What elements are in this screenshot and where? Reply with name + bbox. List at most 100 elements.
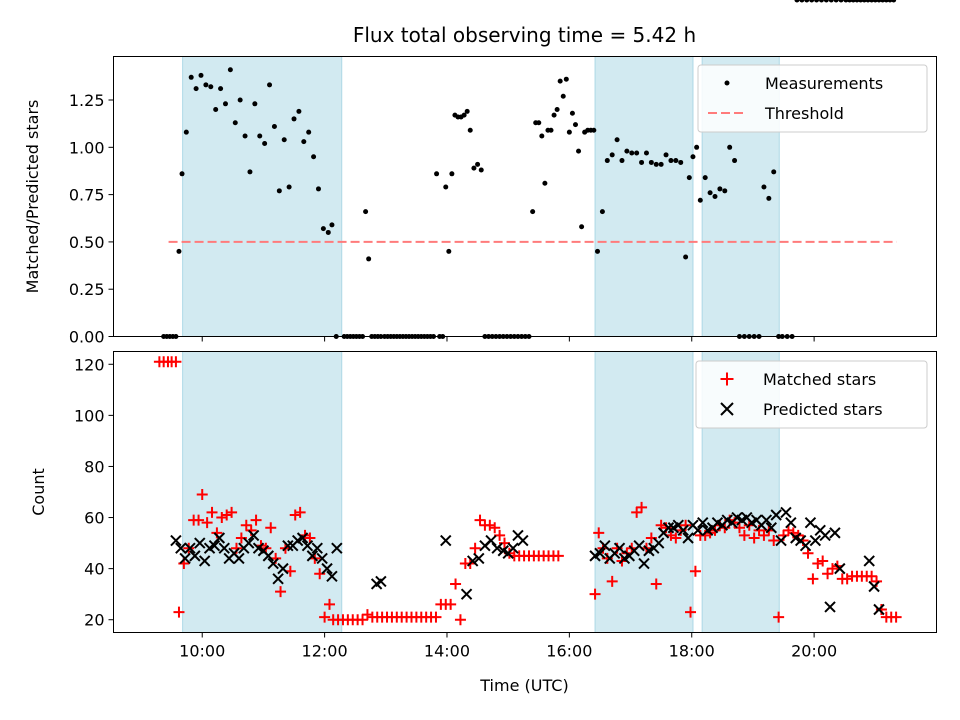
measurement-point (694, 144, 700, 150)
measurement-point (609, 152, 615, 158)
predicted-star-point (507, 542, 519, 554)
matched-star-point (275, 586, 287, 598)
measurement-point (539, 133, 545, 139)
measurement-point (296, 108, 302, 114)
bottom-ytick-label: 40 (84, 560, 104, 579)
measurement-point (271, 124, 277, 129)
predicted-star-point (213, 532, 226, 544)
matched-star-point (748, 532, 760, 544)
predicted-star-point (824, 601, 836, 613)
measurement-point (551, 112, 557, 118)
predicted-star-point (613, 542, 626, 554)
measurement-point (891, 0, 897, 3)
predicted-star-point (262, 550, 275, 562)
top-ytick-label: 0.25 (69, 280, 105, 299)
measurement-point (475, 161, 481, 167)
matched-star-point (250, 514, 262, 526)
matched-star-point (206, 506, 218, 518)
predicted-star-point (775, 534, 787, 547)
measurement-point (530, 209, 536, 215)
matched-star-point (474, 514, 486, 526)
measurement-point (619, 158, 625, 164)
top-ytick-label: 0.00 (69, 328, 105, 347)
measurement-point (599, 209, 605, 215)
measurement-point (702, 175, 708, 181)
measurement-point (761, 184, 767, 190)
measurement-point (629, 150, 635, 156)
measurement-point (604, 158, 610, 164)
measurement-point (232, 120, 238, 126)
predicted-star-point (485, 534, 497, 547)
predicted-star-point (760, 514, 773, 526)
predicted-star-point (819, 529, 831, 542)
measurement-point (828, 0, 834, 3)
measurement-point (179, 171, 185, 177)
measurement-point (363, 209, 369, 215)
predicted-star-point (208, 539, 221, 552)
measurement-point (634, 150, 640, 156)
matched-star-point (201, 517, 213, 529)
matched-star-point (294, 506, 306, 518)
predicted-star-point (780, 506, 792, 519)
measurement-point (804, 0, 810, 3)
measurement-point (872, 0, 878, 3)
measurement-point (854, 0, 860, 3)
measurement-point (563, 76, 569, 82)
legend-predicted: Predicted stars (763, 400, 883, 419)
predicted-star-point (491, 542, 503, 554)
measurement-point (227, 67, 233, 73)
measurement-point (176, 248, 182, 254)
measurement-point (542, 180, 548, 186)
predicted-star-point (873, 603, 885, 616)
predicted-star-point (331, 542, 343, 554)
matched-star-point (773, 611, 785, 623)
measurement-point (281, 137, 287, 143)
matched-star-point (240, 519, 252, 531)
measurement-point (833, 0, 839, 3)
predicted-star-point (473, 552, 485, 565)
measurement-point (222, 101, 228, 107)
bottom-ylabel: Count (29, 468, 48, 516)
top-plot-frame (113, 56, 937, 337)
measurement-point (247, 169, 253, 175)
matched-star-point (319, 611, 331, 623)
predicted-star-point (326, 570, 338, 583)
predicted-star-point (311, 542, 323, 554)
matched-star-point (689, 565, 701, 577)
bottom-ytick-label: 120 (74, 355, 105, 374)
measurement-point (887, 0, 893, 3)
predicted-star-point (868, 580, 880, 593)
measurement-point (366, 256, 372, 262)
measurement-point (690, 154, 696, 160)
matched-star-point (650, 578, 662, 590)
measurement-point (276, 188, 282, 194)
matched-star-point (170, 356, 182, 368)
measurement-point (869, 0, 875, 3)
matched-star-point (738, 529, 750, 541)
xtick-label: 14:00 (424, 642, 470, 661)
predicted-star-point (638, 557, 650, 570)
matched-star-point (670, 532, 682, 544)
measurement-point (668, 158, 674, 164)
measurement-point (648, 159, 654, 165)
predicted-star-point (316, 552, 328, 565)
measurement-point (306, 129, 312, 135)
predicted-star-point (517, 534, 529, 547)
xtick-label: 12:00 (302, 642, 348, 661)
measurement-point (576, 148, 582, 154)
measurement-point (467, 127, 473, 133)
predicted-star-point (785, 516, 797, 529)
matched-star-point (841, 573, 853, 585)
predicted-star-point (267, 557, 279, 570)
predicted-star-point (829, 527, 841, 539)
measurement-point (449, 171, 455, 177)
matched-star-point (489, 522, 501, 534)
measurement-point (257, 133, 263, 139)
measurement-point (464, 108, 470, 114)
measurement-point (683, 254, 689, 260)
predicted-star-point (170, 534, 182, 547)
measurement-point (579, 224, 585, 230)
predicted-star-point (247, 529, 260, 542)
measurement-point (291, 116, 297, 122)
bottom-plot-frame (113, 351, 937, 633)
